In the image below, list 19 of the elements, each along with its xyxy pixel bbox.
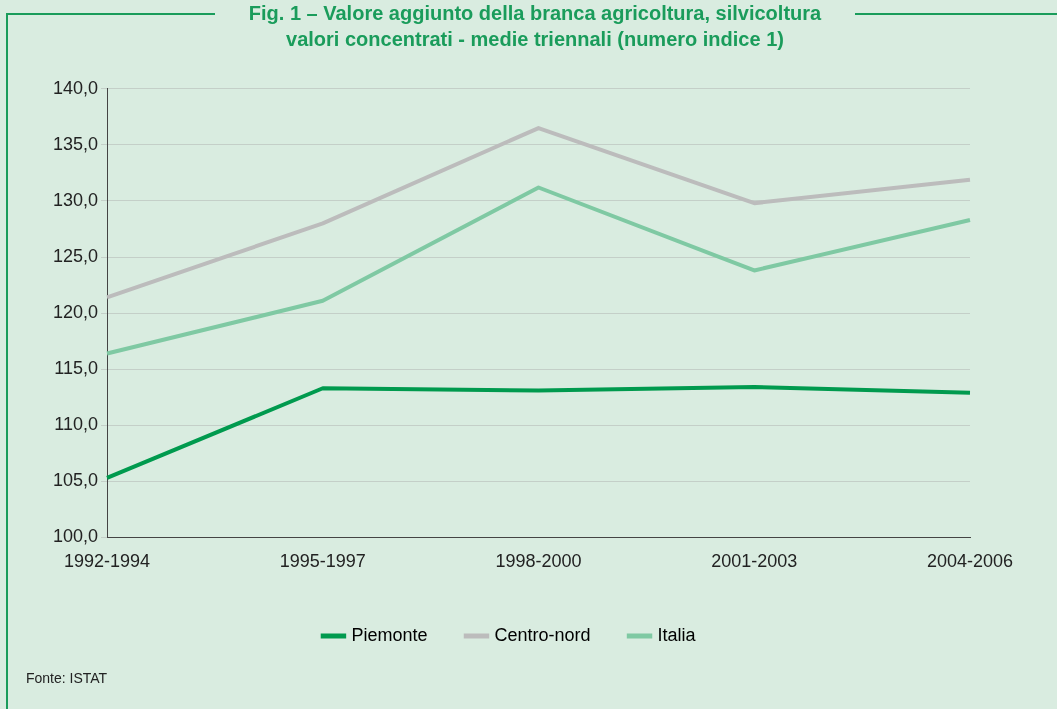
source-note: Fonte: ISTAT [26, 670, 108, 686]
y-tick-label: 135,0 [53, 133, 99, 154]
legend-label: Piemonte [351, 624, 428, 645]
chart-title: Fig. 1 – Valore aggiunto della branca agricoltura, silvicoltura valori concentrati - medie triennali (numero indice 1) [215, 0, 855, 52]
x-tick-label: 2001-2003 [711, 551, 798, 572]
legend-label: Italia [657, 624, 697, 645]
y-tick-label: 115,0 [54, 358, 99, 379]
legend-label: Centro-nord [494, 624, 591, 645]
y-tick-label: 110,0 [54, 414, 99, 435]
y-tick-label: 100,0 [53, 526, 99, 547]
x-tick-label: 1992-1994 [64, 551, 151, 572]
y-tick-label: 125,0 [53, 245, 99, 266]
x-tick-label: 2004-2006 [926, 551, 1014, 572]
x-tick-label: 1998-2000 [495, 551, 582, 572]
y-tick-label: 140,0 [53, 77, 99, 98]
x-tick-label: 1995-1997 [279, 551, 366, 572]
y-tick-label: 105,0 [53, 470, 99, 491]
y-tick-label: 130,0 [53, 189, 99, 210]
y-tick-label: 120,0 [53, 302, 99, 323]
